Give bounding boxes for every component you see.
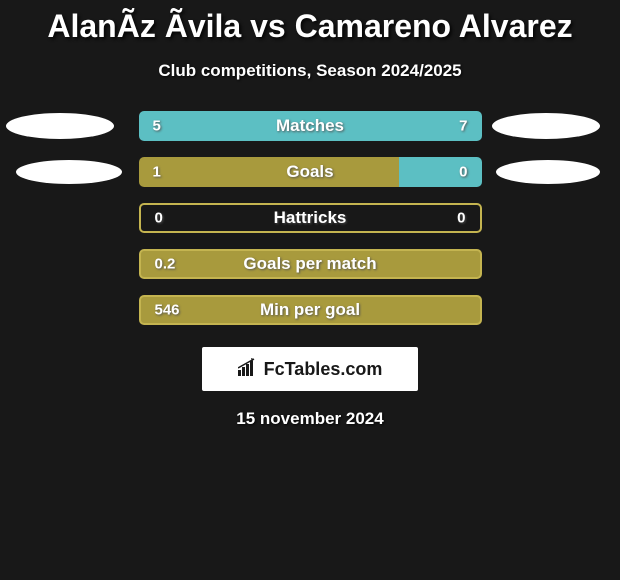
bar-goals: 1 Goals 0 [139, 157, 482, 187]
chart-icon [238, 358, 260, 381]
stat-row-mpg: 546 Min per goal [0, 295, 620, 325]
hattricks-right-value: 0 [457, 210, 465, 227]
goals-left-fill [139, 157, 400, 187]
bar-mpg: 546 Min per goal [139, 295, 482, 325]
gpm-left-value: 0.2 [155, 256, 176, 273]
stat-row-goals: 1 Goals 0 [0, 157, 620, 187]
matches-left-value: 5 [153, 118, 161, 135]
mpg-left-value: 546 [155, 302, 180, 319]
stat-row-gpm: 0.2 Goals per match [0, 249, 620, 279]
bar-gpm: 0.2 Goals per match [139, 249, 482, 279]
main-container: AlanÃ­z Ã­vila vs Camareno Alvarez Club … [0, 0, 620, 429]
avatar-left-2 [16, 160, 122, 184]
mpg-label: Min per goal [260, 300, 360, 320]
logo-label: FcTables.com [264, 359, 383, 380]
logo-text: FcTables.com [238, 358, 383, 381]
hattricks-left-value: 0 [155, 210, 163, 227]
gpm-label: Goals per match [243, 254, 376, 274]
matches-right-value: 7 [459, 118, 467, 135]
goals-right-fill [399, 157, 481, 187]
subtitle: Club competitions, Season 2024/2025 [0, 61, 620, 81]
stat-row-hattricks: 0 Hattricks 0 [0, 203, 620, 233]
goals-right-value: 0 [459, 164, 467, 181]
avatar-right-1 [492, 113, 600, 139]
stat-row-matches: 5 Matches 7 [0, 111, 620, 141]
avatar-left-1 [6, 113, 114, 139]
logo-box[interactable]: FcTables.com [202, 347, 418, 391]
avatar-right-2 [496, 160, 600, 184]
bar-matches: 5 Matches 7 [139, 111, 482, 141]
goals-left-value: 1 [153, 164, 161, 181]
date-text: 15 november 2024 [0, 409, 620, 429]
goals-label: Goals [286, 162, 333, 182]
matches-label: Matches [276, 116, 344, 136]
hattricks-label: Hattricks [274, 208, 347, 228]
bar-hattricks: 0 Hattricks 0 [139, 203, 482, 233]
page-title: AlanÃ­z Ã­vila vs Camareno Alvarez [0, 8, 620, 45]
